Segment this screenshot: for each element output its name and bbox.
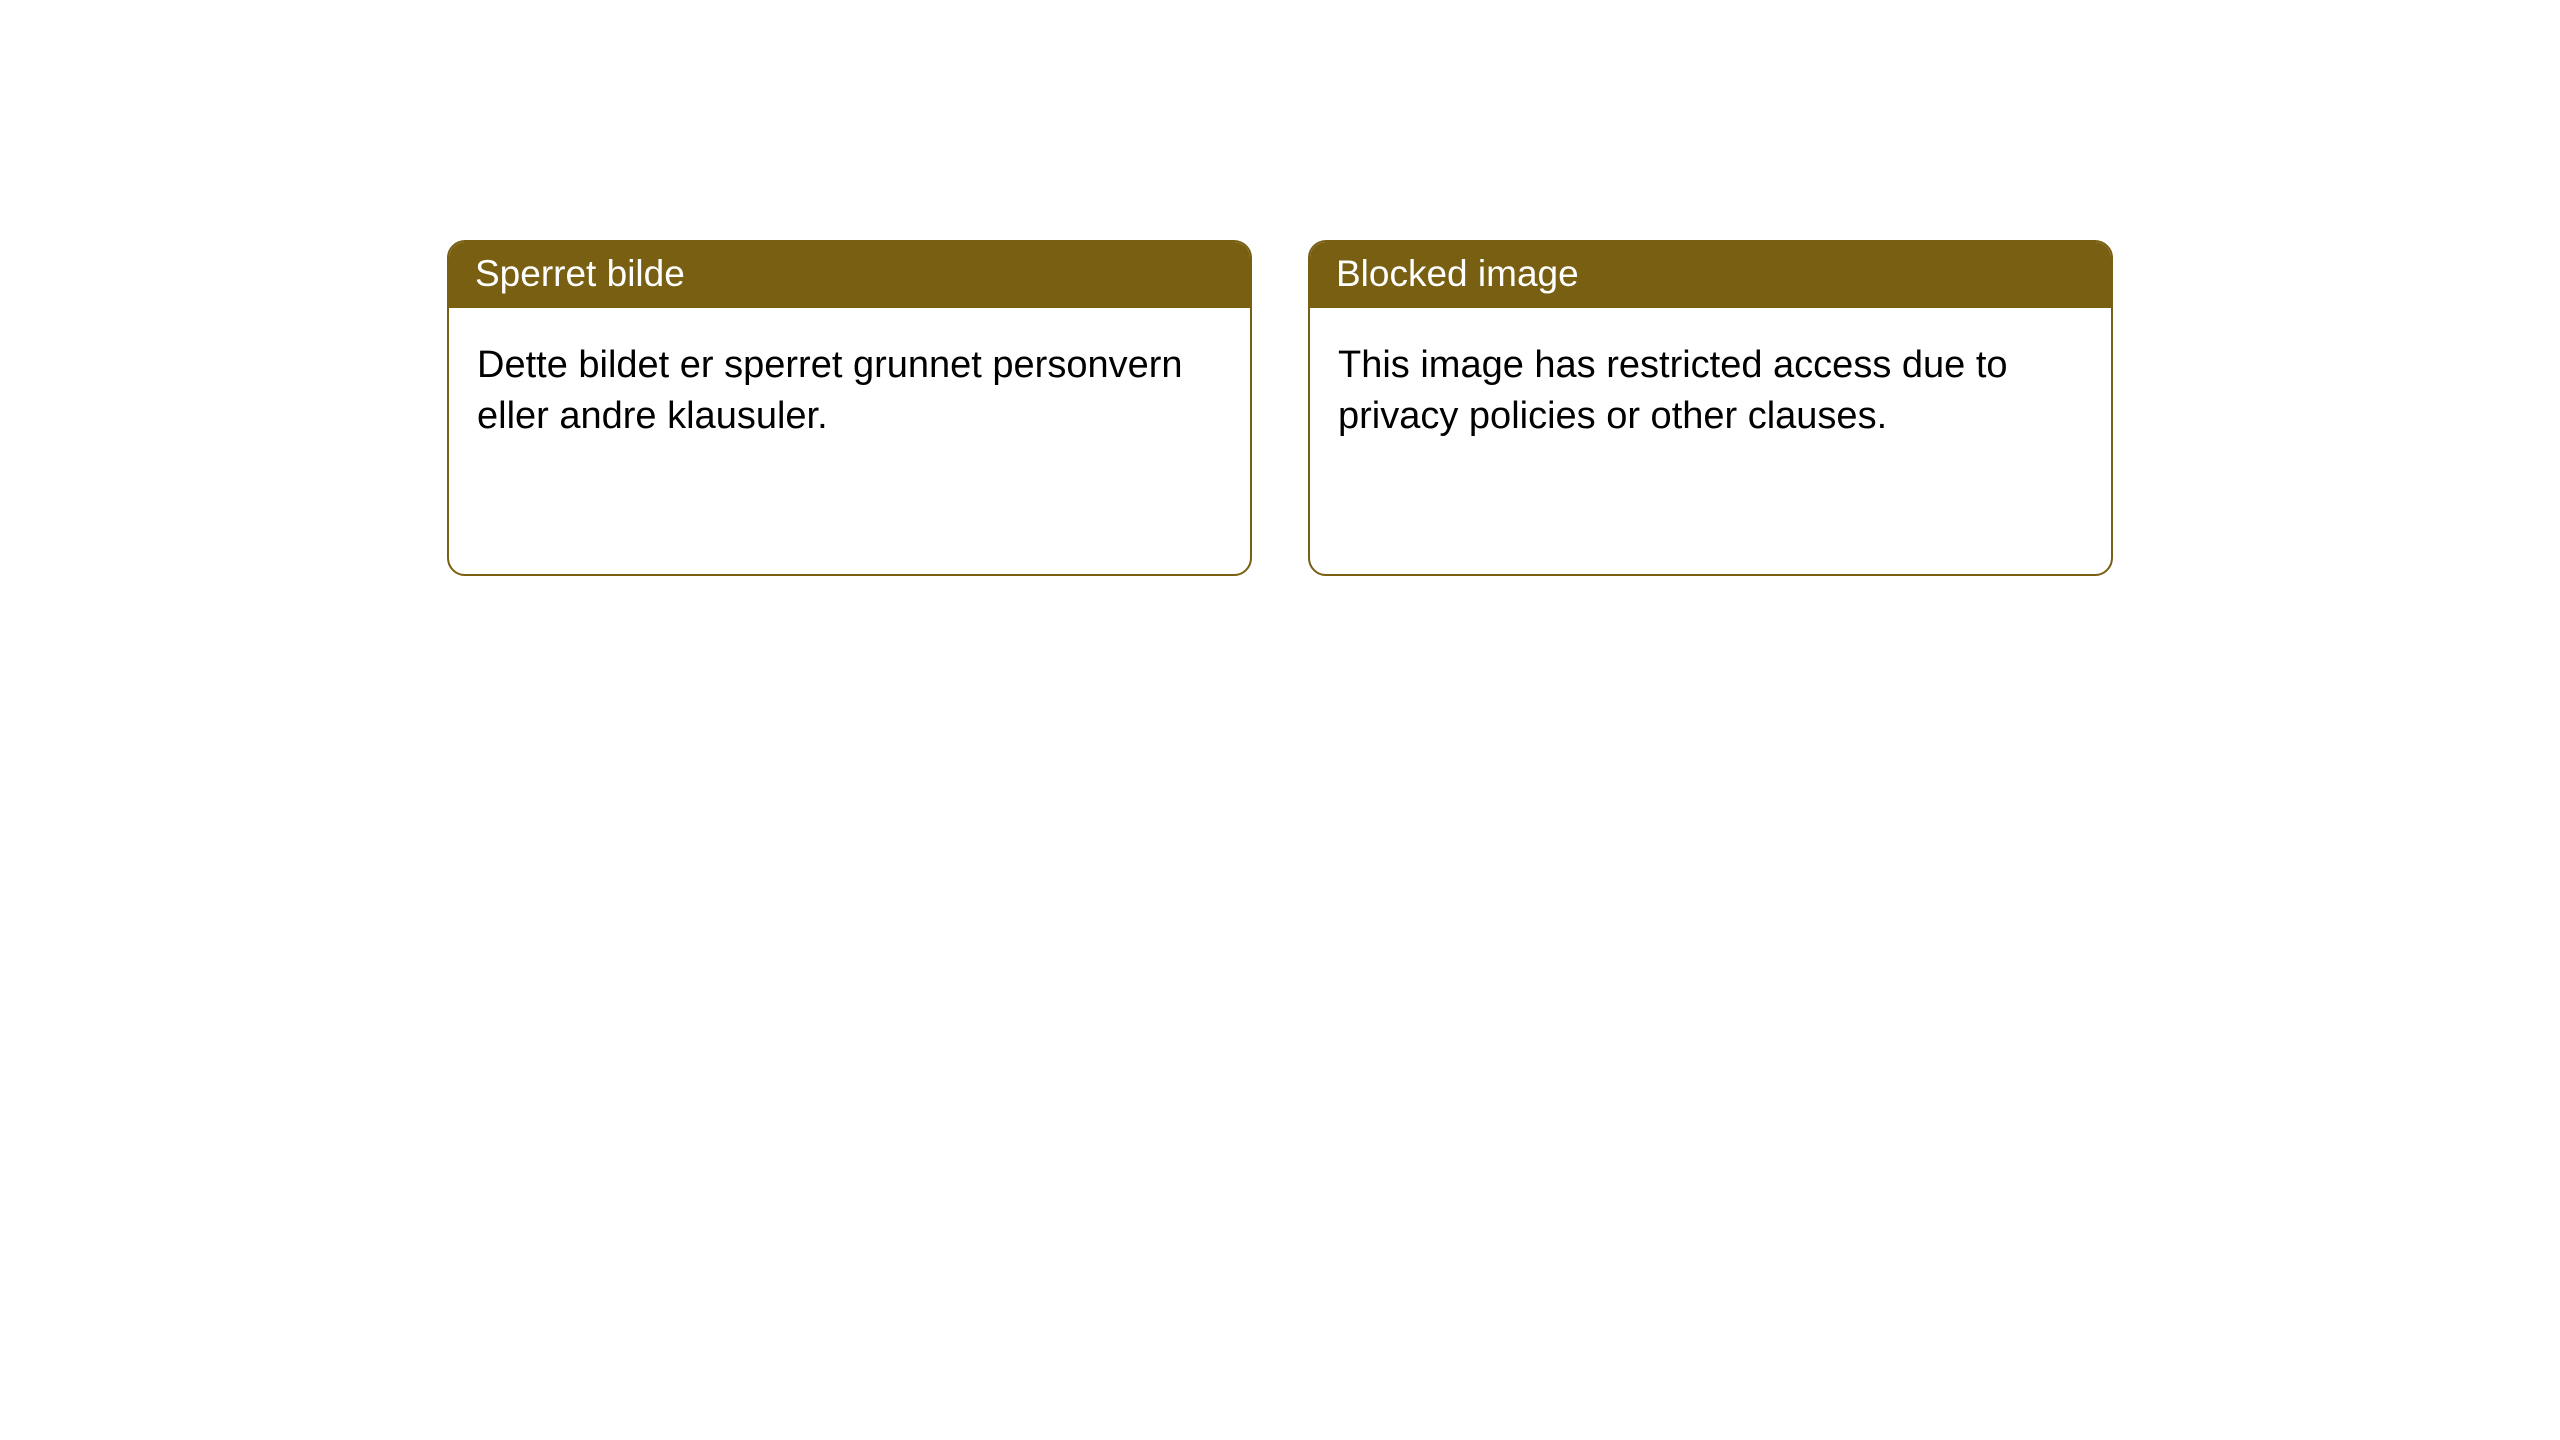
notice-card-norwegian: Sperret bilde Dette bildet er sperret gr…: [447, 240, 1252, 576]
notice-header: Sperret bilde: [449, 242, 1250, 308]
notice-card-english: Blocked image This image has restricted …: [1308, 240, 2113, 576]
notice-container: Sperret bilde Dette bildet er sperret gr…: [0, 0, 2560, 576]
notice-body: This image has restricted access due to …: [1310, 308, 2111, 475]
notice-body: Dette bildet er sperret grunnet personve…: [449, 308, 1250, 475]
notice-header: Blocked image: [1310, 242, 2111, 308]
